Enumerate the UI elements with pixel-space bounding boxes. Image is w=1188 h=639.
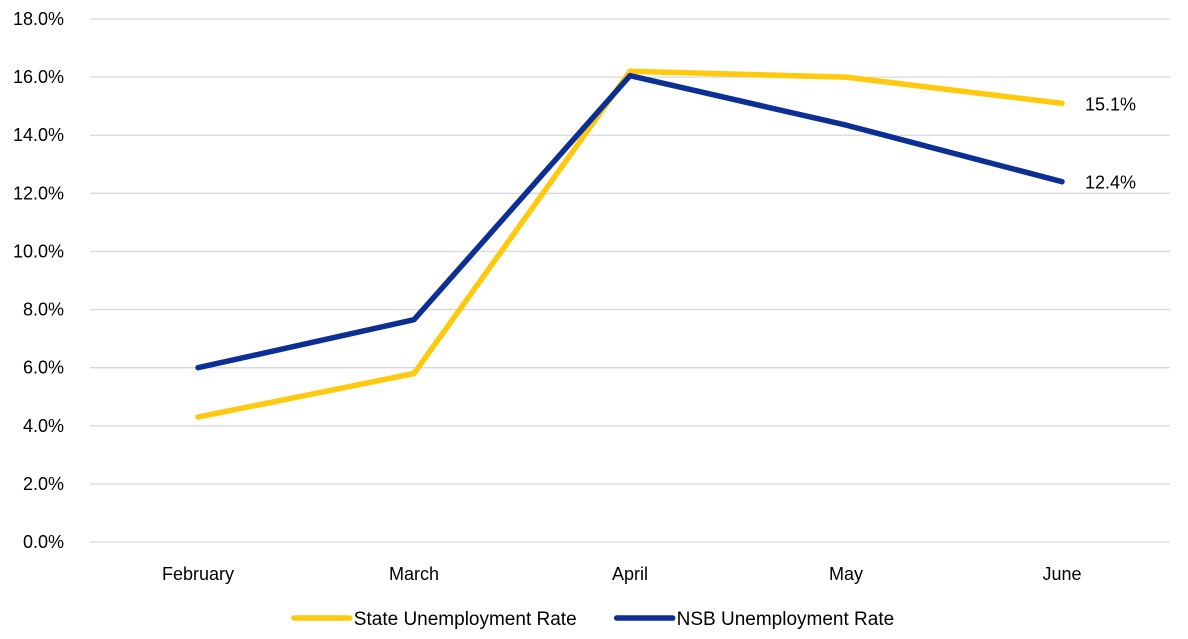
x-tick-label-march: March (389, 564, 439, 584)
y-axis-tick-labels: 0.0% 2.0% 4.0% 6.0% 8.0% 10.0% 12.0% 14.0% 16.0%… (13, 9, 64, 552)
x-tick-label-february: February (162, 564, 234, 584)
legend-item-nsb-unemployment-rate: NSB Unemployment Rate (613, 609, 895, 630)
x-tick-label-april: April (612, 564, 648, 584)
data-labels: 15.1% 12.4% (1085, 94, 1136, 192)
legend-item-state-unemployment-rate: State Unemployment Rate (291, 609, 577, 630)
y-tick-label: 10.0% (13, 241, 64, 261)
y-tick-label: 18.0% (13, 9, 64, 29)
legend-label-nsb-unemployment-rate: NSB Unemployment Rate (677, 609, 895, 630)
y-tick-label: 2.0% (23, 474, 64, 494)
series-line-state-unemployment-rate (195, 68, 1065, 420)
x-tick-label-may: May (829, 564, 863, 584)
y-tick-label: 6.0% (23, 358, 64, 378)
y-tick-label: 14.0% (13, 125, 64, 145)
data-label-nsb-unemployment-rate: 12.4% (1085, 173, 1136, 193)
legend: State Unemployment Rate NSB Unemployment … (291, 609, 895, 630)
y-tick-label: 16.0% (13, 67, 64, 87)
legend-label-state-unemployment-rate: State Unemployment Rate (354, 609, 577, 630)
x-tick-label-june: June (1042, 564, 1081, 584)
y-tick-label: 4.0% (23, 416, 64, 436)
data-label-state-unemployment-rate: 15.1% (1085, 94, 1136, 114)
y-tick-label: 12.0% (13, 183, 64, 203)
series-lines (195, 68, 1065, 420)
y-tick-label: 0.0% (23, 532, 64, 552)
y-tick-label: 8.0% (23, 300, 64, 320)
series-line-nsb-unemployment-rate (195, 72, 1065, 371)
x-axis-tick-labels: February March April May June (162, 564, 1082, 584)
